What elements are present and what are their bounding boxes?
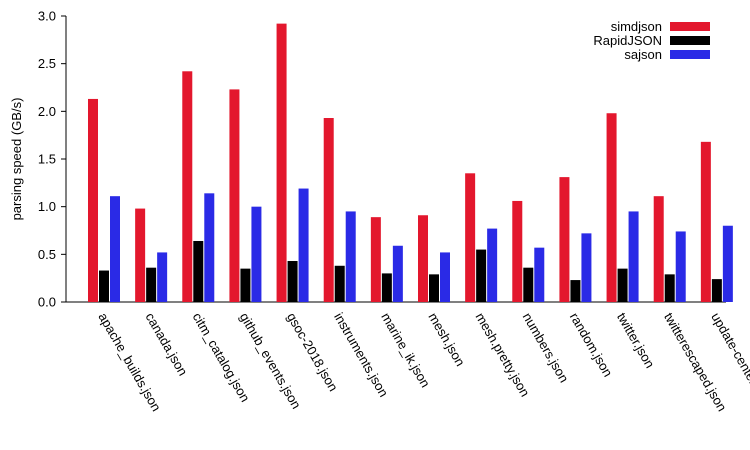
bar-rapidjson-instruments-json [334, 265, 345, 302]
y-tick-label: 3.0 [38, 9, 56, 24]
legend-swatch [670, 22, 710, 31]
y-tick-label: 0.0 [38, 295, 56, 310]
category-label: random.json [567, 310, 616, 379]
bar-simdjson-random-json [559, 177, 570, 302]
bar-rapidjson-citm-catalog-json [193, 240, 204, 302]
bar-sajson-gsoc-2018-json [298, 188, 309, 302]
bar-rapidjson-update-center-json [711, 279, 722, 302]
y-tick-label: 2.5 [38, 56, 56, 71]
y-tick-label: 1.0 [38, 199, 56, 214]
bar-rapidjson-twitterescaped-json [664, 274, 675, 302]
bar-simdjson-gsoc-2018-json [276, 23, 287, 302]
bar-rapidjson-random-json [570, 280, 581, 302]
bar-rapidjson-apache-builds-json [99, 270, 109, 302]
bar-rapidjson-github-events-json [240, 268, 251, 302]
bar-sajson-random-json [581, 233, 592, 302]
y-tick-label: 1.5 [38, 152, 56, 167]
category-label: numbers.json [520, 310, 572, 385]
bar-sajson-twitterescaped-json [675, 231, 686, 302]
legend-swatch [670, 36, 710, 45]
bar-sajson-numbers-json [534, 247, 545, 302]
bar-simdjson-apache-builds-json [88, 98, 98, 302]
bar-simdjson-github-events-json [229, 89, 240, 302]
y-tick-label: 0.5 [38, 247, 56, 262]
bar-rapidjson-mesh-pretty-json [476, 249, 487, 302]
bar-sajson-github-events-json [251, 206, 262, 302]
bars [88, 23, 733, 303]
bar-rapidjson-twitter-json [617, 268, 628, 302]
bar-simdjson-citm-catalog-json [182, 71, 193, 302]
bar-sajson-update-center-json [722, 225, 733, 302]
bar-sajson-marine-ik-json [392, 245, 403, 302]
legend-label: sajson [624, 47, 662, 62]
bar-rapidjson-gsoc-2018-json [287, 261, 298, 302]
bar-simdjson-twitterescaped-json [653, 196, 664, 302]
category-label: mesh.json [425, 310, 468, 369]
bar-simdjson-mesh-pretty-json [465, 173, 476, 302]
bar-sajson-instruments-json [345, 211, 356, 302]
category-label: canada.json [143, 310, 191, 378]
category-label: marine_ik.json [378, 310, 433, 390]
category-label: twitter.json [614, 310, 658, 371]
bar-rapidjson-numbers-json [523, 267, 534, 302]
bar-simdjson-mesh-json [418, 215, 428, 302]
bar-rapidjson-marine-ik-json [381, 273, 392, 302]
bar-sajson-twitter-json [628, 211, 639, 302]
bar-sajson-citm-catalog-json [204, 193, 215, 302]
bar-simdjson-update-center-json [700, 141, 711, 302]
bar-sajson-apache-builds-json [110, 196, 120, 302]
legend-label: simdjson [611, 19, 662, 34]
bar-rapidjson-canada-json [146, 267, 157, 302]
y-axis-label: parsing speed (GB/s) [9, 98, 24, 221]
category-label: gsoc-2018.json [284, 310, 341, 394]
legend-label: RapidJSON [593, 33, 662, 48]
bar-simdjson-canada-json [135, 208, 146, 302]
bar-simdjson-marine-ik-json [370, 217, 381, 302]
bar-simdjson-twitter-json [606, 113, 617, 303]
bar-simdjson-numbers-json [512, 200, 523, 302]
bar-simdjson-instruments-json [323, 118, 334, 302]
bar-sajson-mesh-pretty-json [487, 228, 498, 302]
bar-sajson-canada-json [157, 252, 168, 302]
legend-swatch [670, 50, 710, 59]
bar-sajson-mesh-json [440, 252, 450, 302]
bar-rapidjson-mesh-json [429, 274, 439, 302]
y-tick-label: 2.0 [38, 104, 56, 119]
